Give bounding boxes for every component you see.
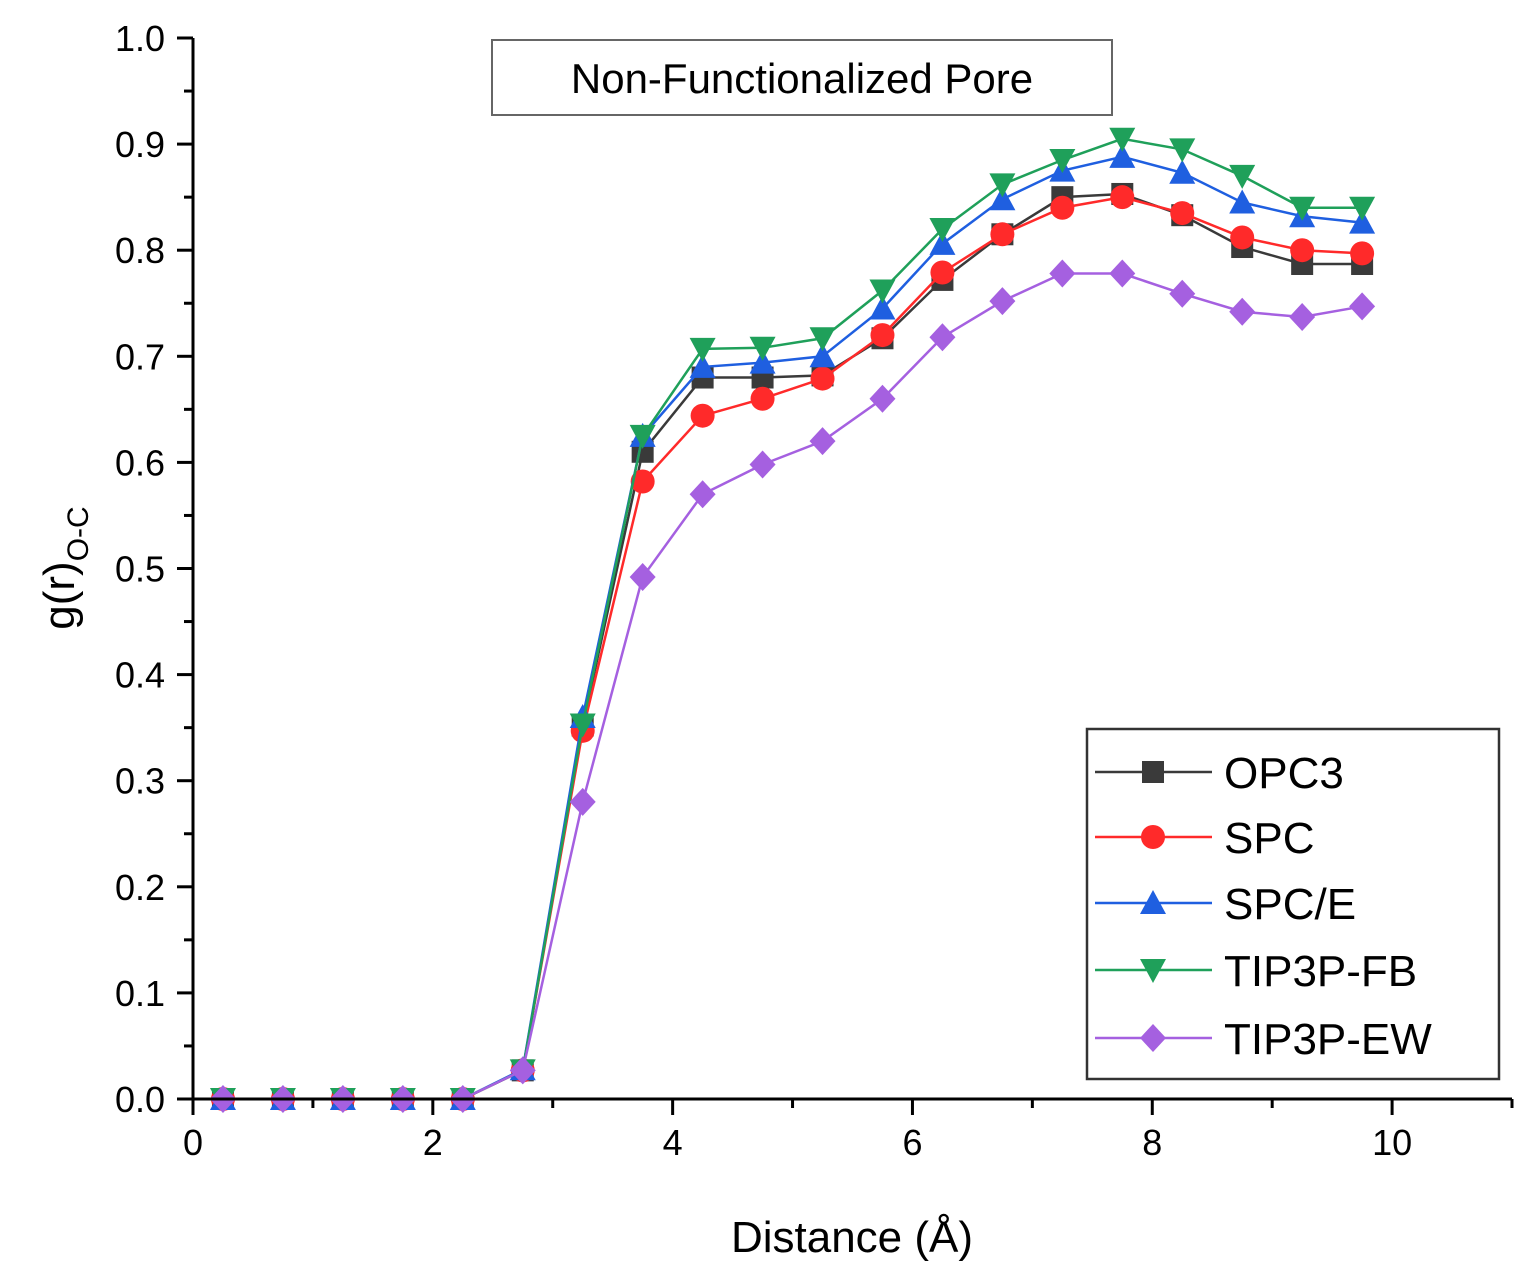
data-point-spc bbox=[1350, 241, 1375, 266]
x-tick-label: 6 bbox=[902, 1122, 922, 1163]
data-point-tip3p-ew bbox=[1049, 259, 1076, 288]
data-point-spc-e bbox=[929, 230, 956, 255]
title-box: Non-Functionalized Pore bbox=[491, 39, 1113, 116]
legend-marker-spc-e bbox=[1140, 890, 1166, 914]
legend-label-tip3p-fb: TIP3P-FB bbox=[1224, 947, 1417, 996]
legend-item-spc-e: SPC/E bbox=[1095, 880, 1356, 929]
legend-item-spc: SPC bbox=[1095, 814, 1314, 863]
x-tick-label: 10 bbox=[1372, 1122, 1412, 1163]
data-point-spc-e bbox=[1169, 159, 1196, 184]
data-point-spc bbox=[690, 403, 715, 428]
data-point-spc bbox=[630, 469, 655, 494]
data-point-tip3p-ew bbox=[509, 1056, 536, 1085]
legend-item-tip3p-fb: TIP3P-FB bbox=[1095, 947, 1417, 996]
data-point-spc bbox=[810, 366, 835, 391]
legend-marker-tip3p-ew bbox=[1140, 1024, 1166, 1052]
data-point-spc bbox=[990, 222, 1015, 247]
y-tick-label: 0.6 bbox=[115, 442, 165, 483]
x-axis-ticks: 0 2 4 6 8 10 bbox=[183, 1099, 1514, 1163]
data-point-spc bbox=[1290, 238, 1315, 263]
data-point-tip3p-fb bbox=[809, 327, 836, 352]
legend-marker-spc bbox=[1141, 825, 1165, 849]
data-point-tip3p-ew bbox=[1109, 259, 1136, 288]
data-point-tip3p-ew bbox=[929, 323, 956, 352]
legend-label-opc3: OPC3 bbox=[1224, 749, 1344, 798]
title-frame bbox=[491, 39, 1113, 116]
y-tick-label: 0.9 bbox=[115, 124, 165, 165]
x-tick-label: 8 bbox=[1142, 1122, 1162, 1163]
legend: OPC3 SPC SPC/E TIP3P-FB TIP3P-EW bbox=[1085, 727, 1501, 1081]
data-point-spc-e bbox=[989, 186, 1016, 211]
data-point-spc bbox=[1050, 195, 1075, 220]
data-point-tip3p-ew bbox=[749, 450, 776, 479]
data-point-tip3p-fb bbox=[629, 424, 656, 449]
data-point-tip3p-ew bbox=[1289, 303, 1316, 332]
data-point-spc bbox=[870, 323, 895, 348]
data-point-tip3p-fb bbox=[1109, 127, 1136, 152]
data-point-tip3p-fb bbox=[869, 279, 896, 304]
data-point-tip3p-fb bbox=[689, 337, 716, 362]
x-axis-title: Distance (Å) bbox=[731, 1213, 973, 1262]
y-tick-label: 0.7 bbox=[115, 336, 165, 377]
y-tick-label: 0.8 bbox=[115, 230, 165, 271]
data-point-tip3p-ew bbox=[1169, 279, 1196, 308]
data-point-tip3p-ew bbox=[809, 427, 836, 456]
legend-marker-tip3p-fb bbox=[1140, 959, 1166, 983]
data-point-tip3p-fb bbox=[929, 217, 956, 242]
data-point-tip3p-fb bbox=[1049, 149, 1076, 174]
data-point-tip3p-ew bbox=[869, 384, 896, 413]
y-tick-label: 0.1 bbox=[115, 973, 165, 1014]
y-tick-label: 1.0 bbox=[115, 18, 165, 59]
data-point-tip3p-ew bbox=[1229, 297, 1256, 326]
data-point-spc-e bbox=[869, 295, 896, 320]
series-layer bbox=[209, 127, 1376, 1113]
legend-label-spc-e: SPC/E bbox=[1224, 880, 1356, 929]
data-point-tip3p-ew bbox=[569, 787, 596, 816]
y-axis-ticks: 0.0 0.1 0.2 0.3 0.4 0.5 0.6 0.7 0.8 0.9 1.0 bbox=[115, 18, 193, 1120]
x-tick-label: 2 bbox=[423, 1122, 443, 1163]
x-tick-label: 0 bbox=[183, 1122, 203, 1163]
data-point-spc-e bbox=[1109, 143, 1136, 168]
data-point-spc bbox=[930, 260, 955, 285]
data-point-spc bbox=[1170, 201, 1195, 226]
legend-item-opc3: OPC3 bbox=[1095, 749, 1344, 798]
data-point-tip3p-fb bbox=[749, 336, 776, 361]
data-point-tip3p-fb bbox=[989, 173, 1016, 198]
legend-item-tip3p-ew: TIP3P-EW bbox=[1095, 1015, 1432, 1064]
y-tick-label: 0.5 bbox=[115, 549, 165, 590]
data-point-tip3p-ew bbox=[1349, 292, 1376, 321]
data-point-tip3p-ew bbox=[989, 287, 1016, 316]
data-point-spc-e bbox=[749, 349, 776, 374]
y-axis-title-sub: O-C bbox=[62, 506, 95, 561]
data-point-spc-e bbox=[689, 353, 716, 378]
data-point-spc bbox=[750, 386, 775, 411]
data-point-tip3p-fb bbox=[1349, 196, 1376, 221]
y-axis-title: g(r)O-C bbox=[35, 506, 95, 629]
x-tick-label: 4 bbox=[663, 1122, 683, 1163]
data-point-tip3p-fb bbox=[1229, 164, 1256, 189]
y-axis-title-main: g(r) bbox=[35, 561, 84, 629]
y-tick-label: 0.0 bbox=[115, 1079, 165, 1120]
data-point-spc-e bbox=[809, 343, 836, 368]
y-tick-label: 0.3 bbox=[115, 761, 165, 802]
data-point-tip3p-fb bbox=[1289, 196, 1316, 221]
y-tick-label: 0.4 bbox=[115, 655, 165, 696]
data-point-tip3p-ew bbox=[629, 562, 656, 591]
data-point-spc bbox=[1230, 225, 1255, 250]
legend-marker-opc3 bbox=[1142, 761, 1164, 783]
y-tick-label: 0.2 bbox=[115, 867, 165, 908]
data-point-tip3p-fb bbox=[569, 713, 596, 738]
data-point-spc-e bbox=[1349, 209, 1376, 234]
legend-label-tip3p-ew: TIP3P-EW bbox=[1224, 1015, 1432, 1064]
data-point-tip3p-ew bbox=[689, 480, 716, 509]
legend-label-spc: SPC bbox=[1224, 814, 1314, 863]
chart-title: Non-Functionalized Pore bbox=[571, 55, 1033, 102]
data-point-spc bbox=[1110, 185, 1135, 210]
data-point-tip3p-fb bbox=[1169, 138, 1196, 163]
data-point-spc-e bbox=[1229, 189, 1256, 214]
